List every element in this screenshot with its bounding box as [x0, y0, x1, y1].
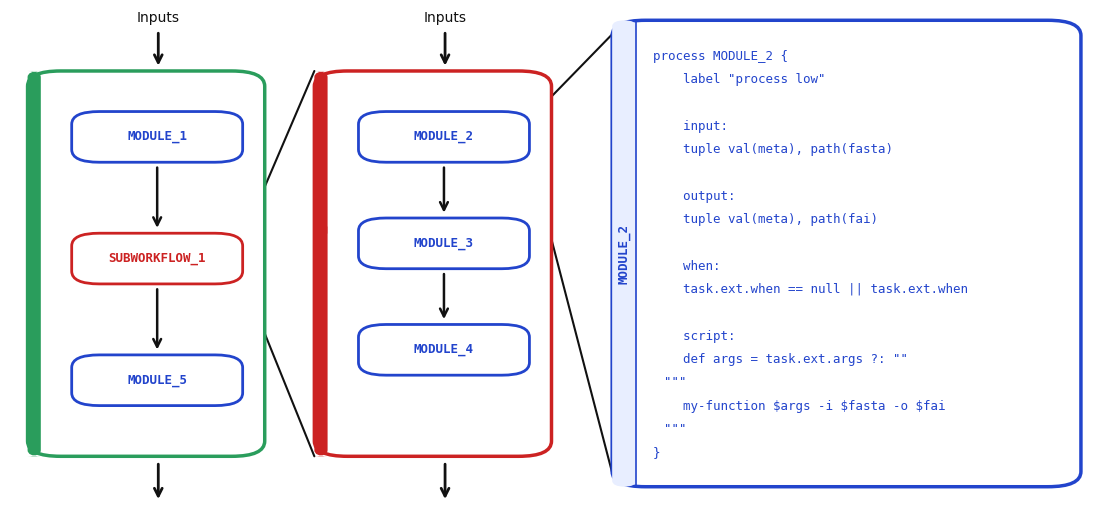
Text: label "process low": label "process low" [653, 73, 825, 86]
FancyBboxPatch shape [358, 112, 529, 162]
Text: WORKFLOW: WORKFLOW [28, 232, 41, 296]
FancyBboxPatch shape [612, 20, 636, 487]
Text: SUBWORKFLOW_1: SUBWORKFLOW_1 [314, 218, 328, 310]
FancyBboxPatch shape [358, 218, 529, 269]
Text: def args = task.ext.args ?: "": def args = task.ext.args ?: "" [653, 353, 908, 366]
FancyBboxPatch shape [72, 355, 243, 406]
FancyBboxPatch shape [28, 71, 41, 456]
FancyBboxPatch shape [358, 324, 529, 375]
Text: my-function $args -i $fasta -o $fai: my-function $args -i $fasta -o $fai [653, 400, 945, 413]
FancyBboxPatch shape [72, 233, 243, 284]
FancyBboxPatch shape [72, 112, 243, 162]
Text: MODULE_1: MODULE_1 [127, 130, 188, 143]
Text: tuple val(meta), path(fai): tuple val(meta), path(fai) [653, 213, 878, 226]
FancyBboxPatch shape [314, 71, 552, 456]
Text: tuple val(meta), path(fasta): tuple val(meta), path(fasta) [653, 143, 893, 156]
Text: }: } [653, 446, 661, 459]
Text: """: """ [664, 423, 686, 436]
Text: Inputs: Inputs [137, 11, 180, 25]
Text: MODULE_4: MODULE_4 [414, 343, 474, 356]
Text: when:: when: [653, 260, 720, 273]
Text: MODULE_5: MODULE_5 [127, 374, 188, 387]
Text: MODULE_2: MODULE_2 [414, 130, 474, 143]
Text: """: """ [664, 376, 686, 389]
Text: input:: input: [653, 120, 728, 133]
Text: Inputs: Inputs [424, 11, 467, 25]
Text: SUBWORKFLOW_1: SUBWORKFLOW_1 [108, 252, 206, 265]
FancyBboxPatch shape [28, 71, 265, 456]
FancyBboxPatch shape [314, 71, 328, 456]
FancyBboxPatch shape [612, 20, 1081, 487]
Text: output:: output: [653, 190, 736, 203]
Text: MODULE_2: MODULE_2 [618, 224, 631, 283]
Text: MODULE_3: MODULE_3 [414, 237, 474, 250]
Text: process MODULE_2 {: process MODULE_2 { [653, 50, 788, 63]
Text: script:: script: [653, 330, 736, 343]
Text: task.ext.when == null || task.ext.when: task.ext.when == null || task.ext.when [653, 283, 968, 296]
